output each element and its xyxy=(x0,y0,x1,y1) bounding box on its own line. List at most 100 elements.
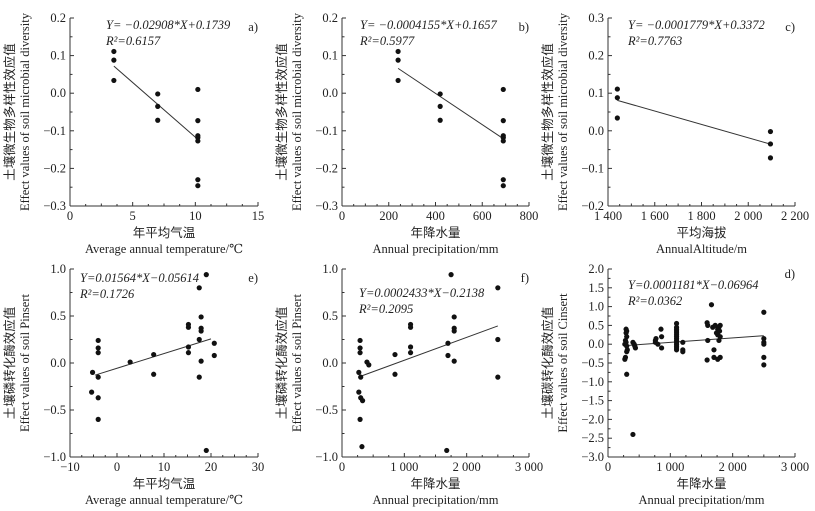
y-axis-label-cn: 土壤碳转化酶效应值 xyxy=(540,307,555,420)
data-point xyxy=(761,341,767,347)
data-point xyxy=(495,374,501,380)
x-tick-label: 800 xyxy=(520,209,539,223)
data-point xyxy=(95,416,101,422)
data-point xyxy=(407,350,414,356)
panel-label: c) xyxy=(785,20,795,34)
data-point xyxy=(155,103,161,109)
regression-line xyxy=(617,99,771,145)
data-point xyxy=(716,337,722,344)
y-tick-label: 0.2 xyxy=(588,49,604,63)
y-axis-label-en: Effect values of soil microbial diversit… xyxy=(556,12,570,211)
regression-equation: Y=0.0002433*X−0.2138 xyxy=(359,286,485,300)
data-point xyxy=(761,362,767,368)
data-point xyxy=(89,369,96,375)
data-point xyxy=(680,349,686,355)
data-point xyxy=(500,86,506,93)
y-tick-label: 0.1 xyxy=(50,49,66,63)
x-tick-label: 0 xyxy=(339,460,345,474)
x-tick-label: 10 xyxy=(158,460,171,474)
y-tick-label: −0.1 xyxy=(581,161,604,175)
data-point xyxy=(673,320,680,327)
panel-label: b) xyxy=(519,20,529,34)
data-point xyxy=(437,91,443,97)
x-tick-label: 0 xyxy=(114,460,120,474)
regression-line xyxy=(113,65,199,140)
data-point xyxy=(761,309,767,315)
data-point xyxy=(198,328,204,334)
y-axis-label-cn: 土壤微生物多样性效应值 xyxy=(274,43,289,181)
data-point xyxy=(111,57,117,63)
data-point xyxy=(195,183,201,189)
x-tick-label: 2 000 xyxy=(734,209,762,223)
data-point xyxy=(357,416,363,422)
y-tick-label: −1.0 xyxy=(43,450,66,464)
data-point xyxy=(614,115,620,121)
chart-panel-b: 0 200 400 600 800 −0.3 −0.2 −0.1 0.0 0.1 0.2 土壤微生物多… xyxy=(274,11,538,256)
data-point xyxy=(624,349,630,355)
data-point xyxy=(211,352,217,359)
data-point xyxy=(89,389,95,395)
data-point xyxy=(198,358,204,364)
data-point xyxy=(359,398,366,404)
data-point xyxy=(196,285,202,291)
panel-label: e) xyxy=(248,271,258,285)
data-point xyxy=(395,57,401,63)
y-axis-label-en: Effect values of soil Cinsert xyxy=(556,293,570,433)
data-point xyxy=(761,335,767,342)
data-point xyxy=(767,128,774,135)
data-point xyxy=(655,341,661,347)
panel-label: d) xyxy=(785,267,795,281)
y-tick-label: −1.0 xyxy=(581,375,604,389)
y-tick-label: 1.0 xyxy=(588,300,604,314)
regression-equation: Y=0.0001181*X−0.06964 xyxy=(628,278,759,292)
y-axis-label-cn: 土壤磷转化酶效应值 xyxy=(2,307,17,420)
y-axis-label-en: Effect values of soil microbial diversit… xyxy=(290,12,304,211)
y-tick-label: −0.5 xyxy=(43,403,66,417)
data-point xyxy=(155,117,161,123)
data-point xyxy=(211,340,217,346)
y-tick-label: −0.5 xyxy=(581,356,604,370)
y-axis-label-en: Effect values of soil microbial diversit… xyxy=(18,12,32,211)
y-tick-label: −2.0 xyxy=(581,412,604,426)
data-point xyxy=(185,344,192,350)
y-tick-label: 0.0 xyxy=(588,337,604,351)
data-point xyxy=(359,444,365,450)
y-tick-label: −0.3 xyxy=(315,199,338,213)
data-point xyxy=(111,77,117,84)
data-point xyxy=(366,362,372,368)
r-squared: R²=0.6157 xyxy=(105,34,161,48)
y-tick-label: −0.2 xyxy=(43,161,66,175)
y-axis-label-cn: 土壤磷转化酶效应值 xyxy=(274,307,289,420)
data-point xyxy=(357,350,363,356)
y-tick-label: 0.1 xyxy=(322,49,338,63)
y-tick-label: −2.5 xyxy=(581,431,604,445)
x-axis-label-en: Annual precipitation/mm xyxy=(638,493,764,507)
y-tick-label: 0.1 xyxy=(588,86,604,100)
y-tick-label: −3.0 xyxy=(581,450,604,464)
data-point xyxy=(407,344,414,350)
data-point xyxy=(196,336,202,343)
data-point xyxy=(495,285,501,291)
x-tick-label: 3 000 xyxy=(781,460,809,474)
x-tick-label: 5 xyxy=(130,209,136,223)
x-tick-label: 30 xyxy=(252,460,265,474)
data-point xyxy=(444,447,450,454)
data-point xyxy=(658,326,664,332)
x-axis-label-en: Annual precipitation/mm xyxy=(372,242,498,256)
data-point xyxy=(395,48,401,55)
y-tick-label: 1.5 xyxy=(588,281,604,295)
x-tick-label: 0 xyxy=(67,209,73,223)
data-point xyxy=(185,350,192,356)
data-point xyxy=(127,359,133,365)
data-point xyxy=(495,336,501,343)
y-tick-label: 0.5 xyxy=(322,309,338,323)
y-tick-label: 0.2 xyxy=(50,11,66,25)
data-point xyxy=(196,374,202,380)
y-tick-label: −0.3 xyxy=(43,199,66,213)
data-point xyxy=(185,324,192,330)
y-axis-label-cn: 土壤微生物多样性效应值 xyxy=(540,43,555,181)
data-point xyxy=(704,357,710,363)
data-point xyxy=(437,117,443,123)
data-point xyxy=(717,354,723,360)
